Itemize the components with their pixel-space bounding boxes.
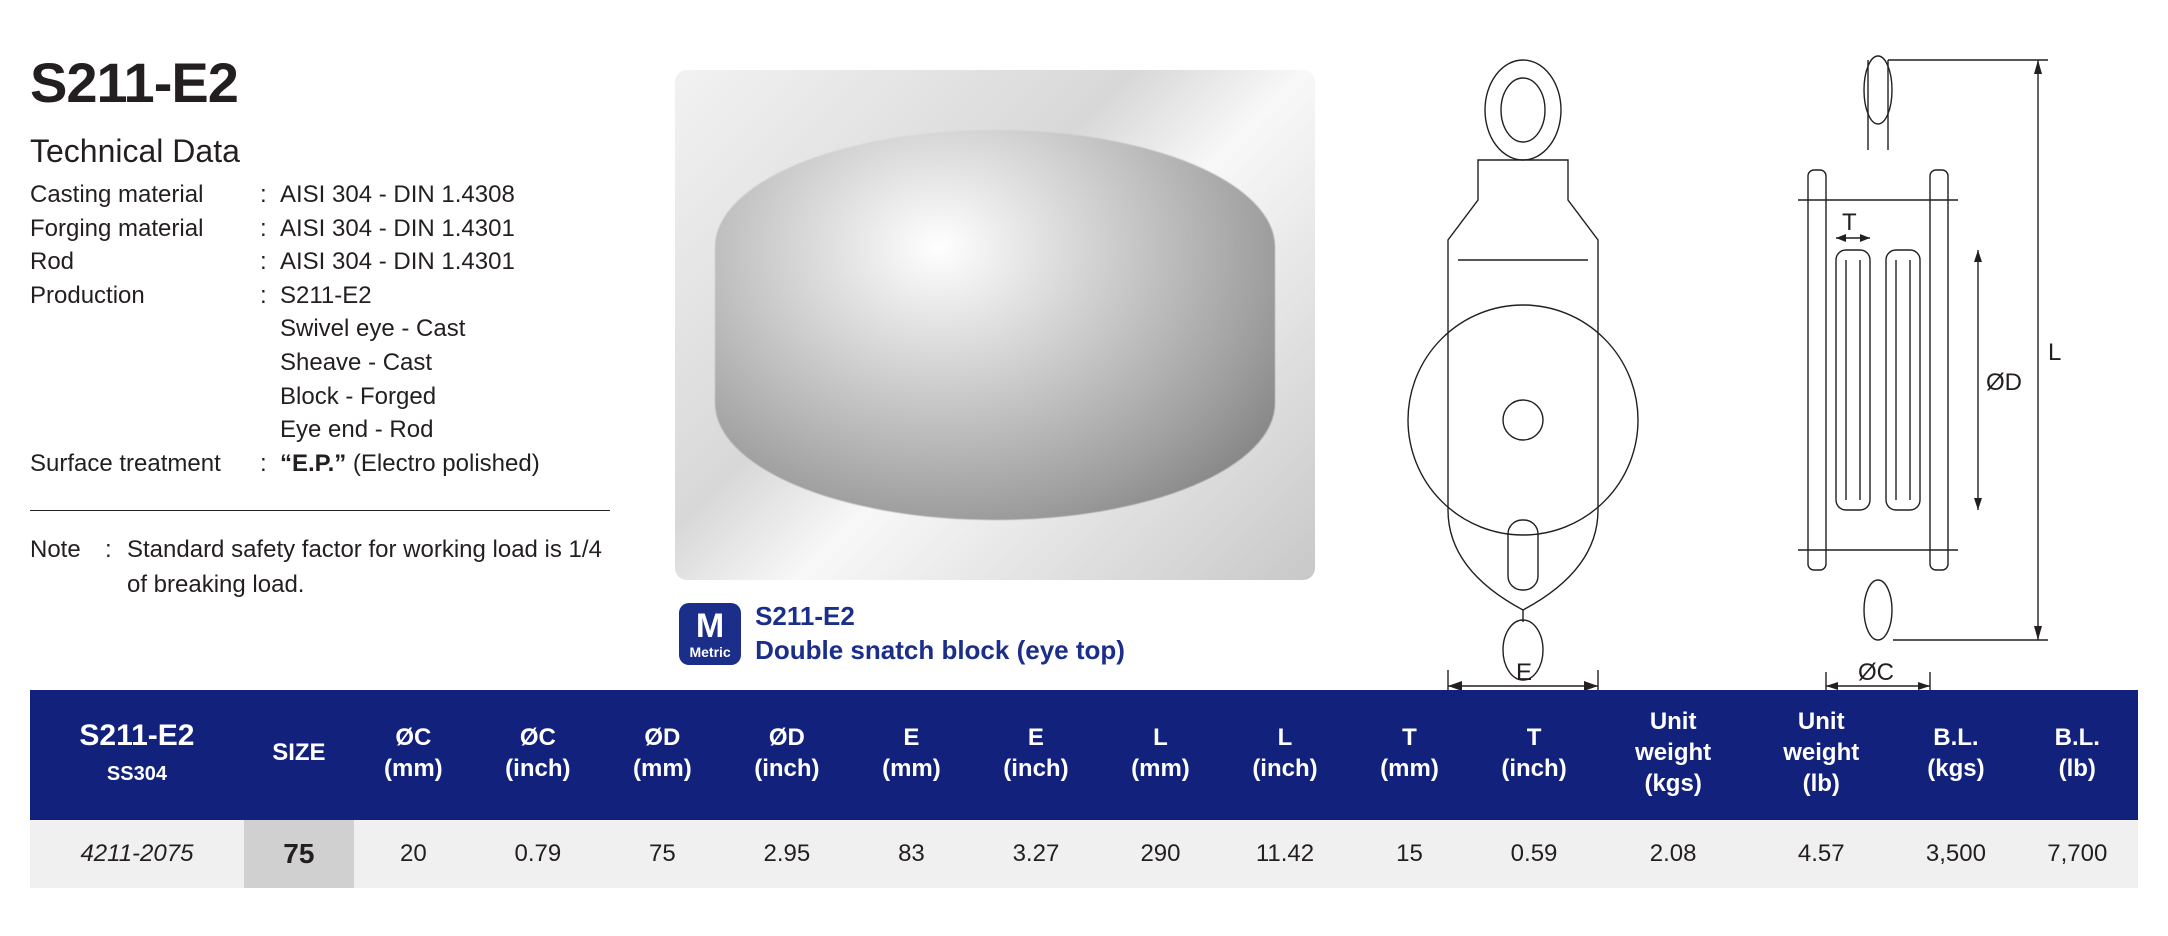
th: SIZE bbox=[244, 690, 354, 820]
cell-size: 75 bbox=[244, 820, 354, 888]
cell: 7,700 bbox=[2017, 820, 2138, 888]
section-title: Technical Data bbox=[30, 133, 635, 170]
note: Note : Standard safety factor for workin… bbox=[30, 533, 635, 603]
technical-drawings: E T bbox=[1358, 30, 2138, 670]
th: Unitweight(kgs) bbox=[1599, 690, 1747, 820]
cell: 75 bbox=[603, 820, 722, 888]
cell: 290 bbox=[1101, 820, 1220, 888]
drawing-side: T ØD L ØC bbox=[1718, 50, 2138, 690]
th: ØD(inch) bbox=[722, 690, 852, 820]
product-photo bbox=[675, 70, 1315, 580]
caption-desc: Double snatch block (eye top) bbox=[755, 634, 1125, 668]
product-caption: M Metric S211-E2 Double snatch block (ey… bbox=[679, 600, 1318, 668]
th: ØC(inch) bbox=[473, 690, 603, 820]
cell: 20 bbox=[354, 820, 473, 888]
th: ØD(mm) bbox=[603, 690, 722, 820]
th: L(inch) bbox=[1220, 690, 1350, 820]
caption-code: S211-E2 bbox=[755, 600, 1125, 634]
metric-icon: M Metric bbox=[679, 603, 741, 665]
cell: 11.42 bbox=[1220, 820, 1350, 888]
th: E(inch) bbox=[971, 690, 1101, 820]
cell: 0.59 bbox=[1469, 820, 1599, 888]
technical-data-panel: S211-E2 Technical Data Casting material … bbox=[30, 30, 635, 670]
product-photo-panel: M Metric S211-E2 Double snatch block (ey… bbox=[675, 30, 1318, 670]
spec-value: S211-E2 Swivel eye - Cast Sheave - Cast … bbox=[280, 279, 635, 447]
cell: 0.79 bbox=[473, 820, 603, 888]
svg-text:ØC: ØC bbox=[1858, 659, 1894, 686]
table-row: 4211-2075 75 20 0.79 75 2.95 83 3.27 290… bbox=[30, 820, 2138, 888]
divider bbox=[30, 510, 610, 511]
svg-text:T: T bbox=[1842, 209, 1857, 236]
th: B.L.(kgs) bbox=[1895, 690, 2016, 820]
th: T(mm) bbox=[1350, 690, 1469, 820]
spec-value: “E.P.” (Electro polished) bbox=[280, 447, 635, 481]
spec-value: AISI 304 - DIN 1.4301 bbox=[280, 212, 635, 246]
cell-partno: 4211-2075 bbox=[30, 820, 244, 888]
th: ØC(mm) bbox=[354, 690, 473, 820]
spec-table: S211-E2 SS304 SIZE ØC(mm) ØC(inch) ØD(mm… bbox=[30, 690, 2138, 888]
drawing-front: E bbox=[1358, 50, 1688, 690]
cell: 83 bbox=[852, 820, 971, 888]
spec-value: AISI 304 - DIN 1.4308 bbox=[280, 178, 635, 212]
cell: 3.27 bbox=[971, 820, 1101, 888]
th: T(inch) bbox=[1469, 690, 1599, 820]
spec-label: Production bbox=[30, 279, 260, 447]
table-header: S211-E2 SS304 SIZE ØC(mm) ØC(inch) ØD(mm… bbox=[30, 690, 2138, 820]
cell: 4.57 bbox=[1747, 820, 1895, 888]
cell: 2.08 bbox=[1599, 820, 1747, 888]
th: B.L.(lb) bbox=[2017, 690, 2138, 820]
svg-text:ØD: ØD bbox=[1986, 369, 2022, 396]
cell: 15 bbox=[1350, 820, 1469, 888]
svg-text:L: L bbox=[2048, 339, 2061, 366]
product-code: S211-E2 bbox=[30, 50, 635, 115]
spec-label: Casting material bbox=[30, 178, 260, 212]
spec-label: Forging material bbox=[30, 212, 260, 246]
cell: 2.95 bbox=[722, 820, 852, 888]
spec-label: Surface treatment bbox=[30, 447, 260, 481]
th-product: S211-E2 SS304 bbox=[30, 690, 244, 820]
spec-value: AISI 304 - DIN 1.4301 bbox=[280, 245, 635, 279]
spec-list: Casting material : AISI 304 - DIN 1.4308… bbox=[30, 178, 635, 480]
th: E(mm) bbox=[852, 690, 971, 820]
cell: 3,500 bbox=[1895, 820, 2016, 888]
th: L(mm) bbox=[1101, 690, 1220, 820]
svg-text:E: E bbox=[1516, 659, 1532, 686]
th: Unitweight(lb) bbox=[1747, 690, 1895, 820]
spec-label: Rod bbox=[30, 245, 260, 279]
